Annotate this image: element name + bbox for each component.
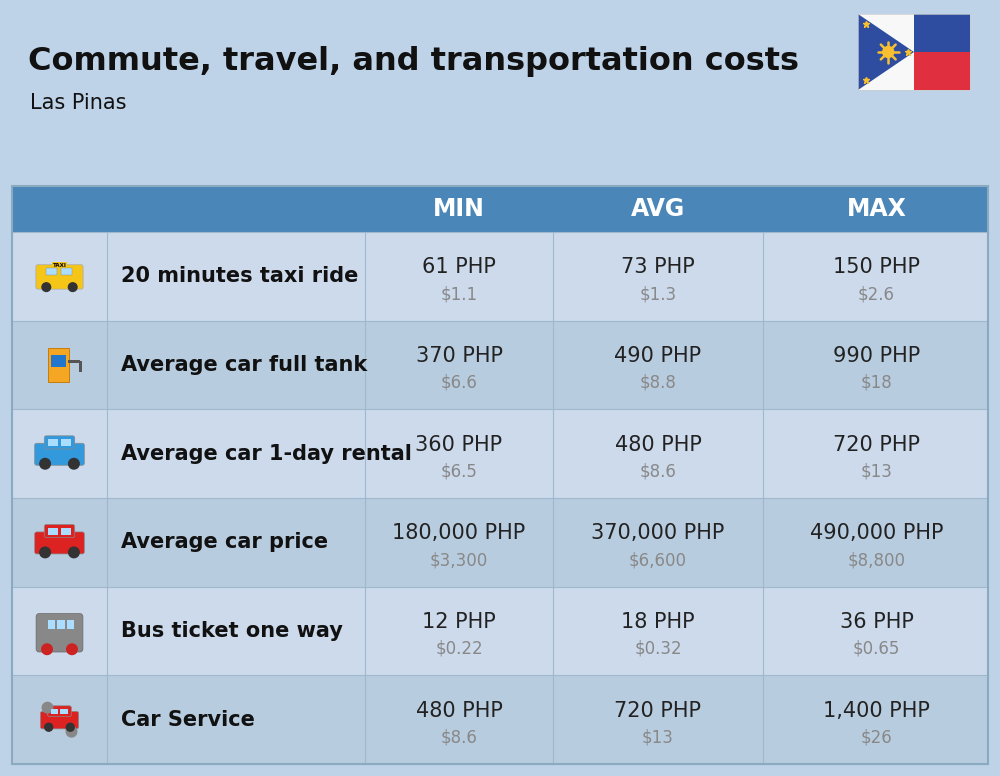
Text: 990 PHP: 990 PHP <box>833 346 920 366</box>
Text: $0.65: $0.65 <box>853 639 900 658</box>
Circle shape <box>69 547 79 558</box>
Bar <box>858 14 970 90</box>
Text: 490,000 PHP: 490,000 PHP <box>810 524 943 543</box>
Bar <box>48 439 58 446</box>
Text: 480 PHP: 480 PHP <box>615 435 701 455</box>
Bar <box>68 360 80 362</box>
Text: Average car price: Average car price <box>121 532 328 553</box>
Text: Car Service: Car Service <box>121 710 255 729</box>
Bar <box>858 14 970 90</box>
Text: $13: $13 <box>861 462 892 480</box>
FancyBboxPatch shape <box>40 712 79 729</box>
Circle shape <box>66 726 77 737</box>
Text: 73 PHP: 73 PHP <box>621 258 695 278</box>
Bar <box>60 708 68 714</box>
Bar <box>12 498 988 587</box>
Circle shape <box>42 702 53 713</box>
Text: 490 PHP: 490 PHP <box>614 346 702 366</box>
Bar <box>12 320 988 409</box>
Text: $8,800: $8,800 <box>848 551 906 569</box>
Text: $13: $13 <box>642 729 674 747</box>
Text: $1.1: $1.1 <box>440 285 478 303</box>
FancyBboxPatch shape <box>35 443 84 466</box>
Text: TAXI: TAXI <box>53 263 66 268</box>
Text: $8.6: $8.6 <box>441 729 477 747</box>
Text: MIN: MIN <box>433 197 485 221</box>
Bar <box>52 262 67 268</box>
Bar <box>61 268 72 275</box>
FancyBboxPatch shape <box>36 614 83 652</box>
Text: 720 PHP: 720 PHP <box>833 435 920 455</box>
Bar <box>48 348 69 382</box>
Text: $1.3: $1.3 <box>639 285 677 303</box>
Bar <box>914 14 970 52</box>
Text: $18: $18 <box>861 374 892 392</box>
Text: $0.32: $0.32 <box>634 639 682 658</box>
FancyBboxPatch shape <box>44 436 75 449</box>
Text: 370,000 PHP: 370,000 PHP <box>591 524 725 543</box>
Text: AVG: AVG <box>631 197 685 221</box>
Bar <box>12 409 988 498</box>
Circle shape <box>40 459 50 469</box>
Text: 18 PHP: 18 PHP <box>621 612 695 632</box>
Text: $8.8: $8.8 <box>640 374 676 392</box>
Text: 360 PHP: 360 PHP <box>415 435 503 455</box>
Text: Average car 1-day rental: Average car 1-day rental <box>121 444 412 464</box>
Bar <box>48 528 58 535</box>
FancyBboxPatch shape <box>44 525 75 538</box>
Text: Commute, travel, and transportation costs: Commute, travel, and transportation cost… <box>28 46 799 77</box>
Text: MAX: MAX <box>847 197 906 221</box>
Text: $0.22: $0.22 <box>435 639 483 658</box>
Circle shape <box>45 723 53 731</box>
Text: 180,000 PHP: 180,000 PHP <box>392 524 526 543</box>
Bar <box>61 439 71 446</box>
Text: 480 PHP: 480 PHP <box>416 701 502 721</box>
Bar <box>51 355 66 367</box>
Bar <box>914 52 970 90</box>
Text: $6.5: $6.5 <box>441 462 477 480</box>
Text: 36 PHP: 36 PHP <box>840 612 913 632</box>
Circle shape <box>40 547 50 558</box>
Circle shape <box>66 723 74 731</box>
Text: 1,400 PHP: 1,400 PHP <box>823 701 930 721</box>
Circle shape <box>883 47 894 57</box>
Bar <box>67 620 74 629</box>
Bar <box>61 528 71 535</box>
Bar <box>12 232 988 320</box>
Bar <box>51 708 58 714</box>
Circle shape <box>68 282 77 292</box>
Text: Bus ticket one way: Bus ticket one way <box>121 621 343 641</box>
Bar <box>12 587 988 675</box>
FancyBboxPatch shape <box>35 532 84 554</box>
Text: $6,600: $6,600 <box>629 551 687 569</box>
Circle shape <box>42 644 52 654</box>
Text: 61 PHP: 61 PHP <box>422 258 496 278</box>
Bar <box>48 620 55 629</box>
Text: 370 PHP: 370 PHP <box>416 346 503 366</box>
Text: 12 PHP: 12 PHP <box>422 612 496 632</box>
Text: $2.6: $2.6 <box>858 285 895 303</box>
Text: 150 PHP: 150 PHP <box>833 258 920 278</box>
Bar <box>46 268 57 275</box>
Text: 720 PHP: 720 PHP <box>614 701 702 721</box>
FancyBboxPatch shape <box>48 706 71 716</box>
Bar <box>12 186 988 764</box>
FancyBboxPatch shape <box>36 265 83 289</box>
Text: $6.6: $6.6 <box>441 374 477 392</box>
Text: $26: $26 <box>861 729 892 747</box>
Text: Las Pinas: Las Pinas <box>30 93 126 113</box>
Text: $3,300: $3,300 <box>430 551 488 569</box>
Bar <box>12 675 988 764</box>
Text: $8.6: $8.6 <box>640 462 676 480</box>
Text: 20 minutes taxi ride: 20 minutes taxi ride <box>121 266 358 286</box>
Circle shape <box>67 644 77 654</box>
Bar <box>12 186 988 232</box>
Circle shape <box>69 459 79 469</box>
Bar <box>57 620 65 629</box>
Bar <box>79 362 82 372</box>
Polygon shape <box>858 14 914 90</box>
Circle shape <box>42 282 51 292</box>
Text: Average car full tank: Average car full tank <box>121 355 367 375</box>
